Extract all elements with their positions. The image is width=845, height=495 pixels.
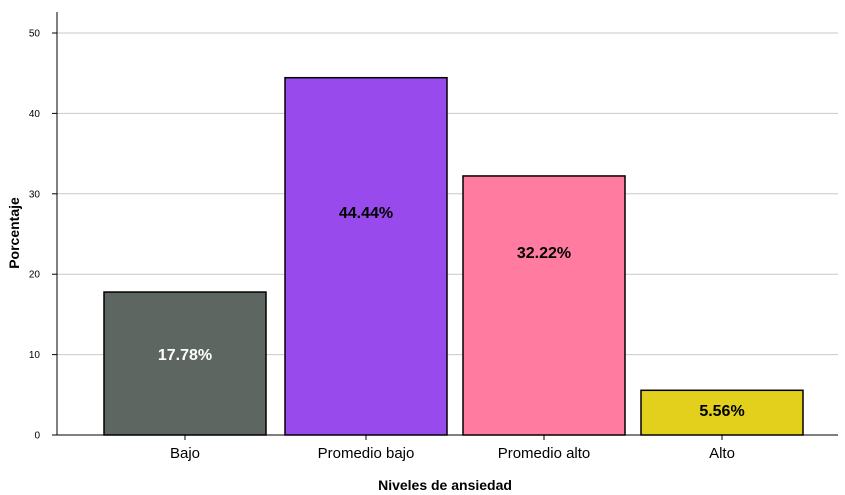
bar-promedio-bajo	[284, 76, 448, 436]
y-axis-title: Porcentaje	[6, 197, 22, 269]
y-tick-label: 0	[34, 431, 40, 442]
y-tick-label: 30	[29, 189, 41, 200]
x-tick-label: Promedio bajo	[318, 445, 415, 462]
bar-promedio-alto	[462, 175, 626, 436]
data-label: 32.22%	[517, 245, 571, 262]
x-tick-label: Bajo	[170, 445, 200, 462]
bars	[103, 76, 804, 436]
y-tick-label: 40	[29, 109, 41, 120]
x-axis-title: Niveles de ansiedad	[378, 477, 512, 493]
data-label: 44.44%	[339, 205, 393, 222]
y-tick-label: 20	[29, 270, 41, 281]
x-tick-label: Alto	[709, 445, 735, 462]
y-tick-label: 10	[29, 350, 41, 361]
y-tick-label: 50	[29, 29, 41, 40]
x-category-labels: Bajo Promedio bajo Promedio alto Alto	[170, 435, 735, 462]
data-label: 5.56%	[699, 403, 744, 420]
y-tick-labels: 0 10 20 30 40 50	[29, 29, 57, 442]
data-labels: 17.78% 44.44% 32.22% 5.56%	[158, 205, 745, 420]
x-tick-label: Promedio alto	[498, 445, 591, 462]
data-label: 17.78%	[158, 347, 212, 364]
bar-bajo	[103, 291, 267, 436]
